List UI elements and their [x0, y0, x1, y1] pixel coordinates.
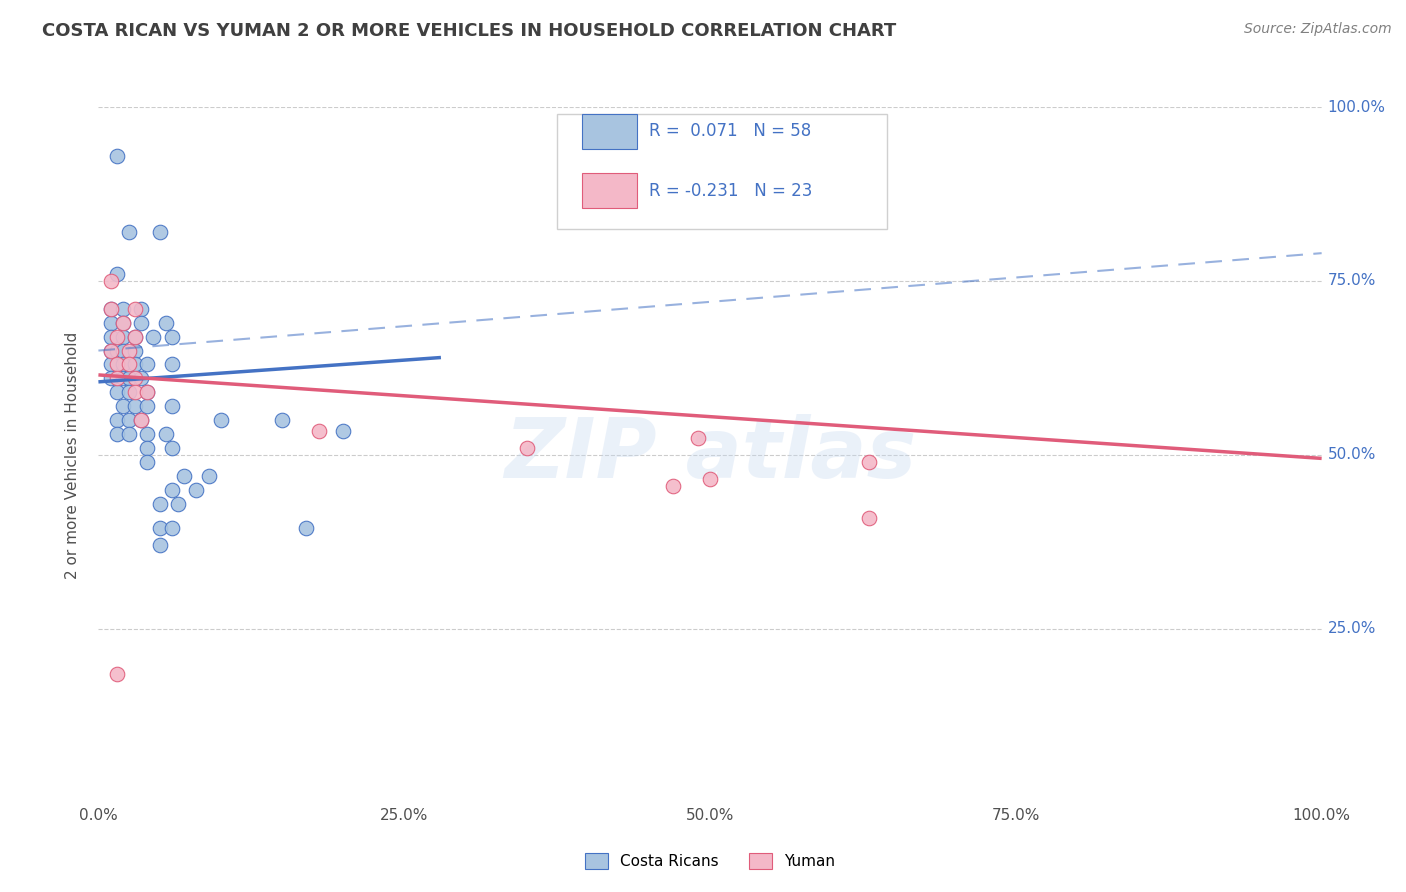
Point: [129, 371, 152, 385]
Point: [118, 427, 141, 442]
Point: [124, 343, 146, 358]
Point: [136, 358, 159, 372]
Point: [160, 521, 183, 535]
Point: [129, 316, 152, 330]
Point: [270, 413, 294, 427]
Point: [858, 455, 880, 469]
Point: [124, 301, 146, 316]
Point: [662, 479, 685, 493]
Point: [100, 358, 122, 372]
Point: [100, 343, 122, 358]
Point: [100, 301, 122, 316]
Point: [155, 316, 177, 330]
Point: [142, 329, 165, 343]
Point: [124, 399, 146, 413]
Point: [160, 329, 183, 343]
Point: [209, 413, 232, 427]
Point: [100, 329, 122, 343]
Point: [515, 441, 537, 455]
Point: [136, 427, 159, 442]
Point: [149, 497, 172, 511]
Point: [197, 468, 219, 483]
Point: [124, 358, 146, 372]
Text: 50.0%: 50.0%: [1327, 448, 1376, 462]
Point: [160, 358, 183, 372]
Point: [111, 358, 134, 372]
Point: [136, 441, 159, 455]
Point: [105, 667, 128, 681]
Point: [173, 468, 195, 483]
Point: [118, 371, 141, 385]
Point: [111, 343, 134, 358]
Point: [111, 329, 134, 343]
Point: [124, 329, 146, 343]
Point: [858, 510, 880, 524]
Point: [100, 274, 122, 288]
Point: [100, 316, 122, 330]
Point: [186, 483, 208, 497]
Point: [118, 225, 141, 239]
Text: 75.0%: 75.0%: [1327, 274, 1376, 288]
Point: [686, 431, 709, 445]
Point: [308, 424, 330, 438]
Point: [111, 316, 134, 330]
Point: [118, 413, 141, 427]
Point: [124, 371, 146, 385]
Point: [149, 225, 172, 239]
Point: [105, 413, 128, 427]
Text: 100.0%: 100.0%: [1327, 100, 1386, 114]
Point: [105, 385, 128, 400]
Point: [295, 521, 318, 535]
Point: [111, 301, 134, 316]
Point: [111, 371, 134, 385]
Point: [136, 385, 159, 400]
Y-axis label: 2 or more Vehicles in Household: 2 or more Vehicles in Household: [65, 331, 80, 579]
Point: [124, 385, 146, 400]
Point: [111, 316, 134, 330]
Point: [160, 399, 183, 413]
Point: [136, 399, 159, 413]
Text: R =  0.071   N = 58: R = 0.071 N = 58: [648, 122, 811, 140]
Legend: Costa Ricans, Yuman: Costa Ricans, Yuman: [579, 847, 841, 875]
FancyBboxPatch shape: [582, 114, 637, 149]
Point: [105, 371, 128, 385]
Point: [105, 343, 128, 358]
Point: [160, 483, 183, 497]
Point: [167, 497, 190, 511]
Point: [699, 472, 721, 486]
Point: [100, 301, 122, 316]
Point: [149, 521, 172, 535]
Point: [111, 399, 134, 413]
Point: [149, 538, 172, 552]
Point: [105, 149, 128, 163]
Point: [160, 441, 183, 455]
Text: COSTA RICAN VS YUMAN 2 OR MORE VEHICLES IN HOUSEHOLD CORRELATION CHART: COSTA RICAN VS YUMAN 2 OR MORE VEHICLES …: [42, 22, 897, 40]
Point: [129, 413, 152, 427]
Text: Source: ZipAtlas.com: Source: ZipAtlas.com: [1244, 22, 1392, 37]
Text: 25.0%: 25.0%: [1327, 622, 1376, 636]
Point: [136, 385, 159, 400]
Point: [118, 358, 141, 372]
Point: [100, 371, 122, 385]
Point: [129, 301, 152, 316]
FancyBboxPatch shape: [557, 114, 887, 229]
Point: [105, 427, 128, 442]
Point: [124, 329, 146, 343]
Point: [129, 413, 152, 427]
Point: [105, 329, 128, 343]
Text: R = -0.231   N = 23: R = -0.231 N = 23: [648, 182, 813, 200]
Point: [105, 358, 128, 372]
Point: [118, 343, 141, 358]
Point: [136, 455, 159, 469]
Point: [155, 427, 177, 442]
Point: [118, 385, 141, 400]
FancyBboxPatch shape: [582, 173, 637, 208]
Point: [100, 343, 122, 358]
Point: [332, 424, 354, 438]
Point: [105, 267, 128, 281]
Text: ZIP atlas: ZIP atlas: [503, 415, 917, 495]
